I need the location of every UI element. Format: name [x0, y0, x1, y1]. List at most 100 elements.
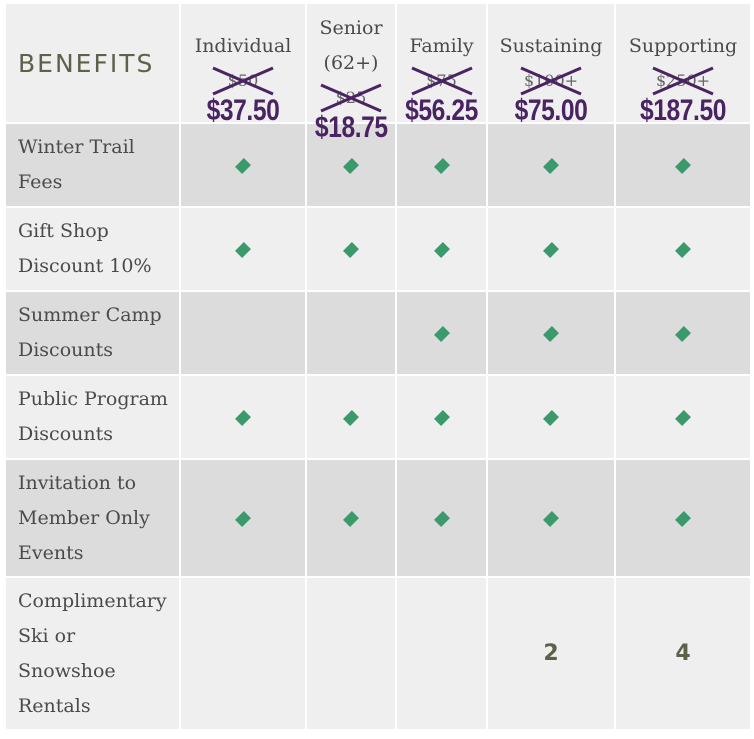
benefit-label-line: Rentals — [18, 694, 91, 717]
diamond-icon — [675, 157, 691, 174]
tier-name: Senior — [319, 17, 383, 39]
benefit-cell — [486, 206, 616, 292]
benefit-label-line: Fees — [18, 171, 63, 193]
diamond-icon — [543, 241, 559, 258]
tier-header-sustaining: Sustaining$100+$75.00 — [486, 2, 616, 127]
benefit-cell — [305, 290, 397, 376]
benefit-cell: 2 — [486, 576, 616, 731]
benefit-cell — [179, 458, 307, 578]
strikethrough-x-icon — [410, 66, 473, 96]
benefit-label: Invitation to Member Only Events — [4, 458, 181, 578]
strikethrough-x-icon — [212, 66, 274, 96]
benefit-cell — [614, 290, 752, 376]
diamond-icon — [235, 241, 251, 258]
benefit-label: Winter Trail Fees — [4, 122, 181, 208]
diamond-icon — [433, 241, 450, 258]
tier-header-senior: Senior(62+)$25$18.75 — [305, 2, 397, 144]
benefit-cell — [179, 576, 307, 731]
diamond-icon — [343, 241, 359, 258]
benefit-row: Gift Shop Discount 10% — [4, 206, 752, 292]
diamond-icon — [343, 510, 359, 527]
tier-name: Sustaining — [499, 35, 603, 57]
tier-name: Individual — [194, 35, 292, 57]
diamond-icon — [675, 409, 691, 426]
benefit-cell — [305, 458, 397, 578]
header-row: BENEFITS Individual$50$37.50 Senior (62+)… — [4, 2, 752, 144]
benefit-label-line: Winter Trail — [18, 136, 135, 158]
benefit-cell — [179, 374, 307, 460]
diamond-icon — [343, 409, 359, 426]
diamond-icon — [543, 325, 559, 342]
benefit-label-line: Invitation to — [18, 471, 137, 494]
strikethrough-x-icon — [652, 66, 714, 96]
benefit-cell — [305, 576, 397, 731]
benefit-cell — [395, 290, 488, 376]
diamond-icon — [543, 157, 559, 174]
benefit-cell — [486, 374, 616, 460]
benefit-cell — [395, 122, 488, 208]
diamond-icon — [543, 409, 559, 426]
benefit-cell — [486, 122, 616, 208]
benefit-cell — [614, 122, 752, 208]
benefit-row: Invitation to Member Only Events — [4, 458, 752, 578]
discounted-price: $56.25 — [405, 94, 478, 127]
benefit-label-line: Public Program — [18, 388, 168, 410]
diamond-icon — [433, 157, 450, 174]
benefit-row: Winter Trail Fees — [4, 122, 752, 208]
tier-name: Family — [409, 35, 474, 57]
tier-header-family: Family$75$56.25 — [395, 2, 488, 127]
benefit-cell — [395, 576, 488, 731]
discounted-price: $75.00 — [514, 94, 588, 127]
benefit-cell — [486, 458, 616, 578]
benefit-label-line: Discounts — [18, 339, 113, 361]
benefit-cell — [179, 206, 307, 292]
benefit-row: Complimentary Ski or Snowshoe Rentals 2 4 — [4, 576, 752, 731]
benefit-label-line: Events — [18, 541, 84, 564]
diamond-icon — [675, 241, 691, 258]
diamond-icon — [343, 157, 359, 174]
benefit-label-line: Snowshoe — [18, 659, 116, 682]
benefit-cell — [305, 122, 397, 208]
diamond-icon — [675, 510, 691, 527]
benefit-cell — [614, 206, 752, 292]
benefit-label-line: Discount 10% — [18, 255, 152, 277]
diamond-icon — [433, 409, 450, 426]
tier-age-note: (62+) — [323, 52, 379, 74]
tier-header-supporting: Supporting$250+$187.50 — [614, 2, 752, 127]
rental-count: 4 — [675, 641, 691, 666]
benefit-label-line: Complimentary — [18, 589, 167, 612]
benefit-row: Summer Camp Discounts — [4, 290, 752, 376]
rental-count: 2 — [543, 641, 559, 666]
benefit-cell — [614, 458, 752, 578]
discounted-price: $37.50 — [206, 94, 280, 127]
benefit-cell — [179, 122, 307, 208]
benefit-label-line: Member Only — [18, 506, 150, 529]
discounted-price: $18.75 — [314, 111, 388, 144]
diamond-icon — [235, 510, 251, 527]
benefit-row: Public Program Discounts — [4, 374, 752, 460]
benefit-cell: 4 — [614, 576, 752, 731]
benefit-label: Summer Camp Discounts — [4, 290, 181, 376]
benefit-cell — [305, 206, 397, 292]
benefit-label: Gift Shop Discount 10% — [4, 206, 181, 292]
benefit-cell — [305, 374, 397, 460]
diamond-icon — [235, 409, 251, 426]
discounted-price: $187.50 — [639, 94, 727, 127]
benefit-cell — [395, 374, 488, 460]
benefit-cell — [179, 290, 307, 376]
benefit-cell — [395, 206, 488, 292]
benefit-cell — [614, 374, 752, 460]
diamond-icon — [235, 157, 251, 174]
benefit-cell — [486, 290, 616, 376]
benefit-label: Public Program Discounts — [4, 374, 181, 460]
benefit-label-line: Gift Shop — [18, 220, 109, 242]
membership-benefits-table: BENEFITS Individual$50$37.50 Senior (62+)… — [4, 2, 752, 731]
diamond-icon — [433, 325, 450, 342]
strikethrough-x-icon — [320, 83, 382, 113]
strikethrough-x-icon — [520, 66, 582, 96]
tier-name: Supporting — [628, 35, 738, 57]
benefit-label: Complimentary Ski or Snowshoe Rentals — [4, 576, 181, 731]
diamond-icon — [543, 510, 559, 527]
benefit-label-line: Discounts — [18, 423, 113, 445]
benefits-heading: BENEFITS — [4, 2, 181, 124]
